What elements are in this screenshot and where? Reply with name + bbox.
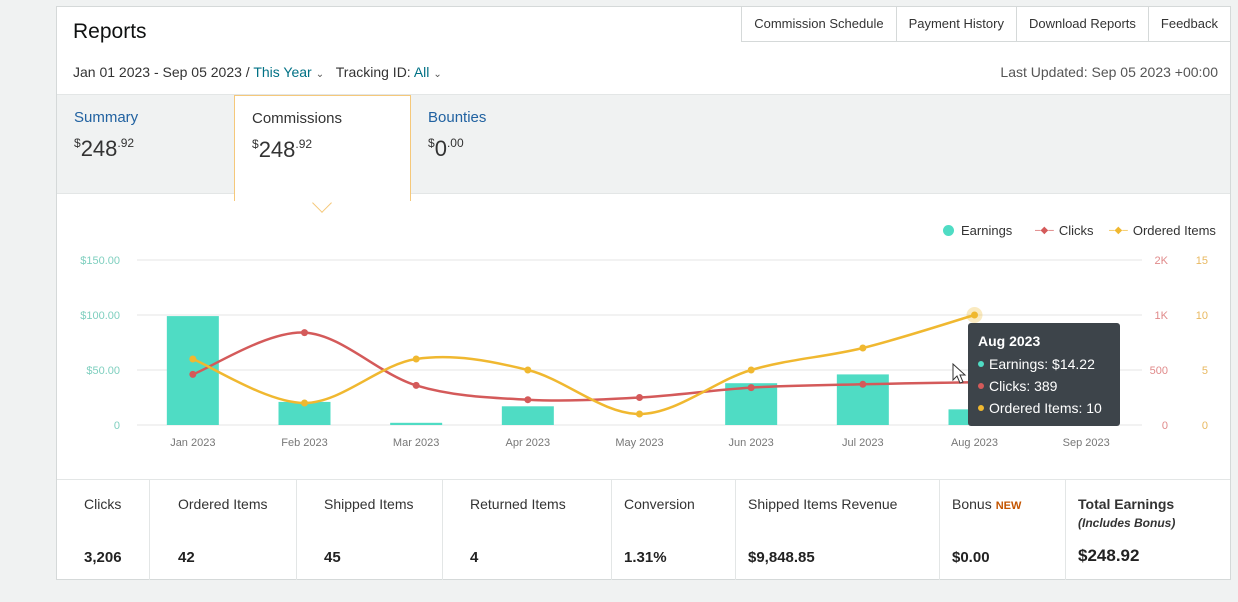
- tooltip-clicks: Clicks: 389: [978, 375, 1110, 397]
- tab-value: $248.92: [252, 137, 313, 162]
- earnings-bar: [278, 401, 331, 425]
- ordered-items-point: [189, 355, 197, 363]
- tab-label: Commissions: [252, 110, 343, 127]
- y-left-tick-label: $50.00: [86, 365, 120, 377]
- report-filters: Jan 01 2023 - Sep 05 2023 / This Year ⌄ T…: [73, 64, 442, 80]
- clicks-point: [412, 381, 420, 389]
- y-left-tick-label: $150.00: [80, 255, 120, 267]
- x-tick-label: Apr 2023: [506, 437, 551, 449]
- y-left-tick-label: $100.00: [80, 310, 120, 322]
- stat-conversion: Conversion 1.31%: [612, 480, 736, 580]
- chevron-down-icon: ⌄: [433, 69, 442, 80]
- ordered-items-point: [859, 344, 867, 352]
- ordered-items-point: [747, 366, 755, 374]
- mouse-cursor-icon: [952, 362, 967, 384]
- clicks-point: [636, 394, 643, 401]
- chevron-down-icon: ⌄: [315, 69, 325, 80]
- y-left-tick-label: 0: [114, 420, 120, 432]
- tab-value: $0.00: [428, 136, 464, 161]
- clicks-line: [192, 331, 975, 402]
- x-tick-label: Sep 2023: [1063, 437, 1110, 449]
- y-right-clicks-tick-label: 2K: [1155, 255, 1169, 267]
- stat-returned-items: Returned Items 4: [443, 480, 612, 580]
- stat-bonus: Bonus NEW $0.00: [940, 480, 1066, 580]
- legend-ordered-items[interactable]: –◆– Ordered Items: [1109, 223, 1216, 238]
- tab-value: $248.92: [74, 136, 135, 161]
- reports-panel: Reports Commission Schedule Payment Hist…: [56, 6, 1231, 580]
- highlight-point: [966, 307, 983, 323]
- tooltip-earnings: Earnings: $14.22: [978, 353, 1110, 375]
- ordered-items-point: [524, 366, 532, 374]
- feedback-link[interactable]: Feedback: [1147, 7, 1230, 42]
- x-tick-label: Feb 2023: [281, 437, 327, 449]
- x-tick-label: Jul 2023: [842, 437, 884, 449]
- earnings-bar: [390, 422, 443, 425]
- last-updated: Last Updated: Sep 05 2023 +00:00: [1000, 64, 1218, 80]
- new-badge: NEW: [995, 500, 1022, 512]
- ordered-items-line: [192, 313, 975, 416]
- ordered-items-point: [301, 399, 308, 407]
- x-tick-label: Jan 2023: [170, 437, 215, 449]
- earnings-bar: [166, 316, 219, 425]
- clicks-point: [524, 396, 532, 404]
- clicks-legend-icon: –◆–: [1035, 225, 1054, 236]
- top-links: Commission Schedule Payment History Down…: [741, 7, 1230, 42]
- payment-history-link[interactable]: Payment History: [895, 7, 1016, 42]
- tab-label: Bounties: [428, 109, 487, 126]
- tab-commissions[interactable]: Commissions $248.92: [234, 95, 411, 201]
- x-tick-label: May 2023: [615, 437, 663, 449]
- tooltip-ordered-items: Ordered Items: 10: [978, 397, 1110, 419]
- earnings-bar: [501, 406, 554, 425]
- y-right-clicks-tick-label: 0: [1162, 420, 1168, 432]
- clicks-point: [747, 384, 755, 392]
- ordered-items-legend-icon: –◆–: [1109, 225, 1128, 236]
- earnings-legend-icon: [943, 225, 954, 236]
- clicks-point: [859, 380, 867, 388]
- x-tick-label: Jun 2023: [729, 437, 774, 449]
- x-tick-label: Aug 2023: [951, 437, 998, 449]
- stats-bar: Clicks 3,206 Ordered Items 42 Shipped It…: [57, 479, 1230, 580]
- legend-clicks[interactable]: –◆– Clicks: [1035, 223, 1094, 238]
- tooltip-title: Aug 2023: [978, 333, 1041, 349]
- tab-label: Summary: [74, 109, 139, 126]
- download-reports-link[interactable]: Download Reports: [1015, 7, 1148, 42]
- page-title: Reports: [73, 20, 147, 43]
- y-right-items-tick-label: 0: [1202, 420, 1208, 432]
- chart-tooltip: Aug 2023 Earnings: $14.22 Clicks: 389 Or…: [968, 323, 1120, 426]
- y-right-clicks-tick-label: 1K: [1155, 310, 1169, 322]
- y-right-items-tick-label: 10: [1196, 310, 1208, 322]
- commission-schedule-link[interactable]: Commission Schedule: [741, 7, 896, 42]
- tab-summary[interactable]: Summary $248.92: [74, 95, 224, 195]
- clicks-point: [301, 329, 308, 337]
- tracking-id-dropdown[interactable]: All: [413, 64, 430, 80]
- tab-bounties[interactable]: Bounties $0.00: [428, 95, 578, 195]
- ordered-items-point: [412, 355, 420, 363]
- ordered-items-point: [636, 410, 643, 418]
- stat-shipped-items-revenue: Shipped Items Revenue $9,848.85: [736, 480, 940, 580]
- y-right-items-tick-label: 5: [1202, 365, 1208, 377]
- stat-shipped-items: Shipped Items 45: [297, 480, 443, 580]
- date-range: Jan 01 2023 - Sep 05 2023: [73, 64, 242, 80]
- x-tick-label: Mar 2023: [393, 437, 439, 449]
- tracking-id-label: Tracking ID:: [335, 64, 411, 80]
- y-right-clicks-tick-label: 500: [1150, 365, 1168, 377]
- stat-total-earnings: Total Earnings (Includes Bonus) $248.92: [1078, 496, 1176, 565]
- stat-ordered-items: Ordered Items 42: [150, 480, 297, 580]
- legend-earnings[interactable]: Earnings: [943, 223, 1012, 238]
- y-right-items-tick-label: 15: [1196, 255, 1208, 267]
- period-dropdown[interactable]: This Year: [253, 64, 312, 80]
- clicks-point: [189, 370, 197, 378]
- ordered-items-point: [971, 311, 978, 319]
- report-tabs: Summary $248.92 Commissions $248.92 Boun…: [57, 94, 1230, 201]
- stat-clicks: Clicks 3,206: [57, 480, 150, 580]
